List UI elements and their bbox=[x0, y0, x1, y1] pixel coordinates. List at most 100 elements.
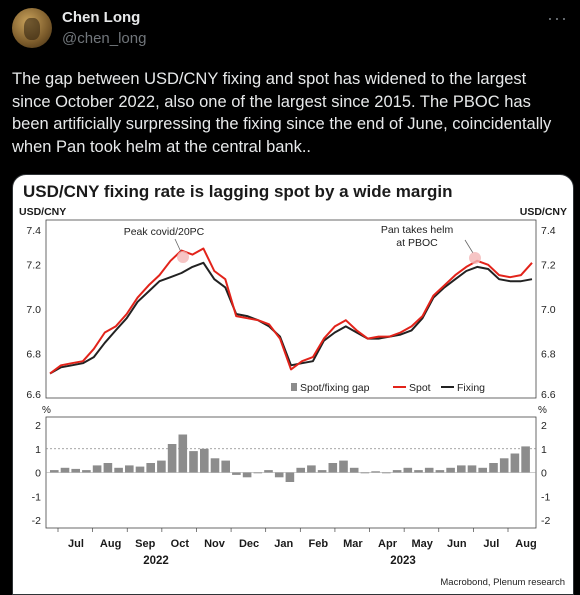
x-tick-label: Jul bbox=[68, 538, 84, 550]
y-tick-label-right: 7.2 bbox=[541, 260, 556, 272]
annotation-pan-line2: at PBOC bbox=[396, 237, 438, 249]
gap-bar bbox=[382, 472, 391, 474]
annotation-pan-line1: Pan takes helm bbox=[381, 224, 454, 236]
annotation-pan-leader bbox=[464, 239, 474, 254]
legend-fixing-label: Fixing bbox=[457, 382, 485, 394]
y-tick-label: 7.0 bbox=[26, 304, 41, 316]
chart-image[interactable]: USD/CNY fixing rate is lagging spot by a… bbox=[12, 174, 574, 595]
gap-bar bbox=[71, 468, 80, 473]
gap-bar bbox=[210, 458, 220, 473]
gap-bar bbox=[521, 446, 530, 473]
gap-bar bbox=[274, 472, 284, 478]
gap-bar bbox=[499, 458, 509, 473]
x-tick-label: Jul bbox=[483, 538, 499, 550]
series-line-fixing bbox=[49, 261, 533, 375]
gap-y-tick-label: 1 bbox=[35, 444, 41, 456]
gap-bar bbox=[457, 465, 466, 473]
gap-y-tick-label: 2 bbox=[35, 420, 41, 432]
left-unit-label: USD/CNY bbox=[19, 206, 66, 218]
annotation-covid-marker bbox=[177, 251, 189, 263]
series-line-spot bbox=[49, 247, 533, 375]
gap-y-tick-label: -2 bbox=[32, 515, 41, 527]
gap-bar bbox=[146, 463, 155, 473]
gap-y-tick-label: 0 bbox=[35, 468, 41, 480]
gap-bar bbox=[371, 471, 380, 473]
gap-bar bbox=[392, 470, 402, 473]
gap-y-tick-label-right: -2 bbox=[541, 515, 550, 527]
gap-bar bbox=[60, 467, 70, 473]
gap-bar bbox=[349, 467, 359, 473]
annotation-covid-leader bbox=[174, 238, 182, 253]
gap-bar bbox=[221, 460, 230, 473]
gap-bar bbox=[478, 467, 487, 473]
gap-bar bbox=[50, 470, 59, 473]
y-tick-label: 6.6 bbox=[26, 389, 41, 401]
top-series bbox=[49, 247, 533, 375]
x-tick-label: Aug bbox=[515, 538, 536, 550]
y-tick-label: 6.8 bbox=[26, 349, 41, 361]
x-tick-label: Jun bbox=[447, 538, 467, 550]
y-tick-label: 7.2 bbox=[26, 260, 41, 272]
x-tick-label: Sep bbox=[135, 538, 155, 550]
gap-bar bbox=[328, 463, 338, 473]
top-plot-frame bbox=[45, 219, 537, 399]
source-credit: Macrobond, Plenum research bbox=[440, 577, 565, 588]
gap-bar bbox=[360, 472, 370, 474]
gap-y-tick-label-right: 0 bbox=[541, 468, 547, 480]
x-tick-label: Nov bbox=[204, 538, 226, 550]
gap-bar bbox=[446, 467, 455, 473]
y-tick-label-right: 6.8 bbox=[541, 349, 556, 361]
gap-bar bbox=[424, 467, 434, 473]
gap-bar bbox=[307, 465, 316, 473]
gap-bar bbox=[114, 467, 123, 473]
avatar[interactable] bbox=[12, 8, 52, 48]
gap-y-tick-label-right: 1 bbox=[541, 444, 547, 456]
x-axis-ticks: Jul Aug Sep Oct Nov Dec Jan Feb Mar Apr May Jun Jul A… bbox=[57, 528, 537, 550]
user-name[interactable]: Chen Long bbox=[62, 9, 141, 26]
gap-bar bbox=[339, 460, 348, 473]
more-options-icon[interactable]: ··· bbox=[547, 8, 568, 28]
legend-gap-label: Spot/fixing gap bbox=[300, 382, 370, 394]
gap-bar bbox=[189, 451, 198, 473]
gap-bar bbox=[489, 463, 498, 473]
gap-bar bbox=[403, 467, 413, 473]
gap-bar bbox=[242, 472, 252, 478]
gap-bar bbox=[125, 465, 134, 473]
gap-bar bbox=[103, 463, 113, 473]
gap-bar bbox=[178, 434, 188, 473]
y-tick-label-right: 7.4 bbox=[541, 225, 556, 237]
y-tick-label-right: 7.0 bbox=[541, 304, 556, 316]
x-tick-label: Oct bbox=[171, 538, 190, 550]
gap-bar bbox=[200, 448, 209, 473]
x-tick-label: May bbox=[411, 538, 433, 550]
pct-left-label: % bbox=[42, 405, 51, 416]
legend-gap-swatch bbox=[291, 383, 297, 391]
user-handle[interactable]: @chen_long bbox=[62, 30, 147, 47]
year-2023-label: 2023 bbox=[390, 555, 416, 567]
x-tick-label: Jan bbox=[274, 538, 293, 550]
gap-y-tick-label-right: 2 bbox=[541, 420, 547, 432]
year-2022-label: 2022 bbox=[143, 555, 169, 567]
gap-y-tick-label: -1 bbox=[32, 491, 41, 503]
gap-bar bbox=[167, 444, 177, 473]
tweet-text: The gap between USD/CNY fixing and spot … bbox=[12, 70, 552, 156]
y-tick-label-right: 6.6 bbox=[541, 389, 556, 401]
gap-bar bbox=[285, 472, 295, 482]
gap-bars bbox=[50, 434, 530, 482]
gap-bar bbox=[296, 467, 305, 473]
x-tick-label: Mar bbox=[343, 538, 363, 550]
gap-bar bbox=[317, 470, 327, 473]
legend-spot-label: Spot bbox=[409, 382, 431, 394]
gap-bar bbox=[82, 470, 91, 473]
x-tick-label: Apr bbox=[378, 538, 398, 550]
pct-right-label: % bbox=[538, 405, 547, 416]
right-unit-label: USD/CNY bbox=[520, 206, 567, 218]
annotation-covid: Peak covid/20PC bbox=[124, 226, 205, 238]
gap-bar bbox=[157, 460, 166, 473]
gap-bar bbox=[135, 466, 145, 473]
gap-bar bbox=[510, 453, 520, 473]
annotation-pan-marker bbox=[469, 252, 481, 264]
top-y-ticks: 7.4 7.4 7.2 7.2 7.0 7.0 6.8 6.8 6.6 6.6 bbox=[26, 225, 555, 401]
gap-bar bbox=[264, 470, 273, 473]
gap-bar bbox=[232, 472, 241, 475]
